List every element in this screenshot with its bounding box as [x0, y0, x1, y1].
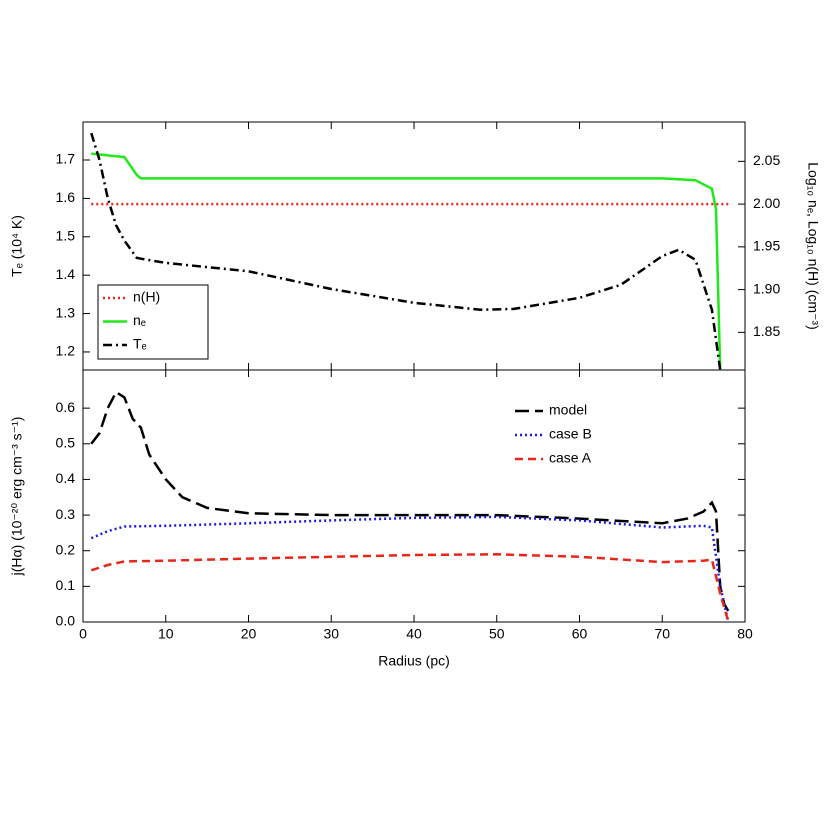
- y-tick-label: 0.6: [56, 399, 76, 415]
- series-line: [90, 132, 722, 371]
- legend-label: case A: [549, 450, 592, 466]
- x-tick-label: 40: [406, 626, 422, 642]
- y-tick-label: 1.4: [56, 266, 76, 282]
- y2-tick-label: 1.95: [753, 238, 780, 254]
- legend-label: model: [549, 402, 587, 418]
- legend-label: nₑ: [133, 312, 146, 328]
- y-tick-label: 0.2: [56, 541, 76, 557]
- y-axis-label: j(Hα) (10⁻²⁰ erg cm⁻³ s⁻¹): [9, 417, 25, 577]
- y-tick-label: 0.1: [56, 577, 76, 593]
- legend-box: [97, 284, 209, 360]
- y-tick-label: 1.7: [56, 151, 76, 167]
- x-axis-label: Radius (pc): [378, 653, 450, 669]
- x-tick-label: 0: [79, 626, 87, 642]
- y-tick-label: 0.0: [56, 613, 76, 629]
- top-frame: [82, 121, 746, 371]
- x-tick-label: 60: [572, 626, 588, 642]
- y-tick-label: 1.5: [56, 227, 76, 243]
- x-tick-label: 50: [489, 626, 505, 642]
- series-line: [90, 553, 730, 623]
- y2-tick-label: 2.05: [753, 152, 780, 168]
- y-tick-label: 0.5: [56, 434, 76, 450]
- legend-label: Tₑ: [133, 336, 147, 352]
- y2-tick-label: 2.00: [753, 195, 780, 211]
- series-line: [91, 152, 722, 371]
- series-line: [90, 515, 730, 623]
- y2-tick-label: 1.90: [753, 280, 780, 296]
- x-tick-label: 10: [158, 626, 174, 642]
- x-tick-label: 30: [323, 626, 339, 642]
- y-tick-label: 0.3: [56, 506, 76, 522]
- legend-label: n(H): [133, 289, 160, 305]
- y-tick-label: 1.2: [56, 343, 76, 359]
- y2-axis-label: Log₁₀ nₑ, Log₁₀ n(H) (cm⁻³): [805, 162, 821, 329]
- x-tick-label: 20: [241, 626, 257, 642]
- y-tick-label: 1.6: [56, 189, 76, 205]
- legend-label: case B: [549, 426, 592, 442]
- y-axis-label: Tₑ (10⁴ K): [9, 215, 25, 277]
- x-tick-label: 80: [737, 626, 753, 642]
- y2-tick-label: 1.85: [753, 323, 780, 339]
- series-line: [90, 390, 730, 612]
- y-tick-label: 0.4: [56, 470, 76, 486]
- x-tick-label: 70: [654, 626, 670, 642]
- y-tick-label: 1.3: [56, 304, 76, 320]
